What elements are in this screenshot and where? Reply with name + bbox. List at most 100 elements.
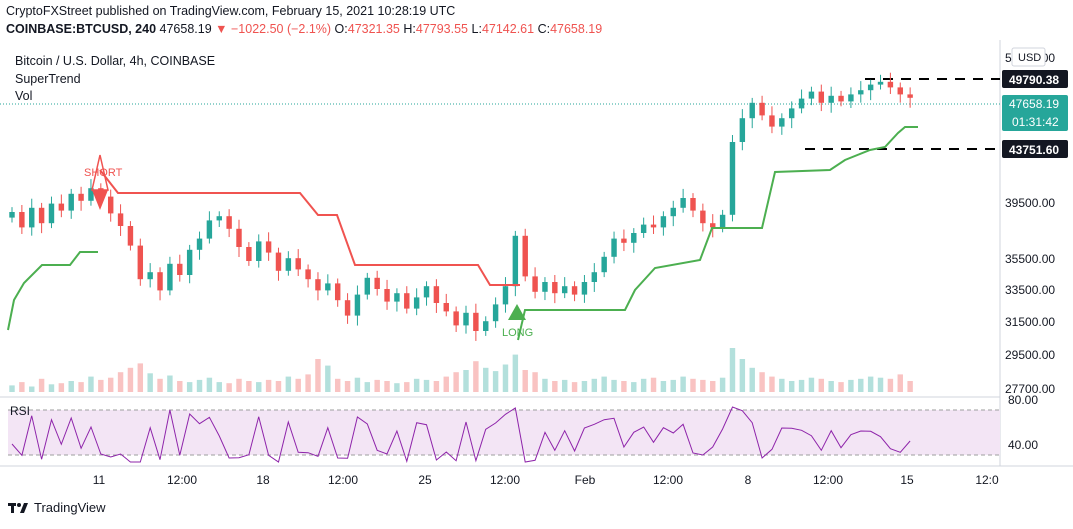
candle-body	[591, 272, 598, 282]
candle-body	[177, 263, 183, 275]
countdown-label: 01:31:42	[1012, 115, 1059, 129]
volume-bar	[690, 378, 696, 392]
time-tick-label: 11	[93, 473, 106, 487]
candle-body	[117, 213, 124, 226]
candle-body	[660, 216, 667, 228]
rsi-tick-label: 80.00	[1008, 393, 1038, 407]
candle-body	[453, 311, 459, 326]
candle-body	[808, 91, 815, 99]
volume-bar	[344, 381, 351, 392]
volume-bar	[739, 359, 746, 392]
candle-body	[443, 303, 449, 312]
volume-bar	[571, 382, 578, 392]
volume-bar	[808, 377, 815, 392]
candle-body	[344, 300, 351, 316]
time-tick-label: 8	[745, 473, 752, 487]
candle-body	[640, 224, 647, 233]
volume-bar	[137, 363, 144, 392]
candle-body	[423, 286, 430, 298]
time-tick-label: 18	[256, 473, 270, 487]
candle-body	[275, 252, 282, 271]
candle-body	[246, 247, 252, 261]
candle-body	[394, 293, 400, 302]
candle-body	[295, 258, 301, 270]
candle-body	[739, 118, 746, 142]
candle-body	[226, 216, 232, 229]
tradingview-footer[interactable]: TradingView	[8, 500, 106, 515]
volume-bar	[186, 382, 193, 392]
volume-bar	[88, 376, 94, 392]
volume-bar	[877, 377, 884, 392]
long-arrow-icon	[508, 304, 526, 320]
volume-bar	[394, 383, 400, 392]
candle-body	[127, 226, 134, 246]
volume-bar	[463, 370, 469, 392]
candle-body	[552, 282, 558, 294]
candle-body	[206, 220, 213, 239]
candle-body	[611, 238, 617, 257]
volume-bar	[433, 381, 440, 392]
volume-bar	[246, 381, 252, 392]
resistance-price-tag	[1002, 70, 1068, 88]
candle-body	[838, 95, 844, 102]
volume-bar	[502, 364, 509, 392]
volume-bar	[325, 365, 331, 392]
change-text: ▼ −1022.50 (−2.1%)	[215, 22, 332, 36]
rsi-line	[11, 406, 911, 464]
symbol-text: COINBASE:BTCUSD, 240	[6, 22, 157, 36]
candle-body	[68, 193, 74, 211]
long-label: LONG	[502, 327, 533, 339]
candle-body	[700, 210, 706, 224]
candle-body	[19, 212, 25, 228]
volume-bar	[236, 378, 242, 392]
volume-bar	[305, 374, 311, 392]
volume-bar	[226, 383, 232, 392]
supertrend-legend[interactable]: SuperTrend	[15, 72, 81, 86]
volume-bar	[700, 379, 706, 392]
candle-body	[631, 233, 637, 243]
candle-body	[364, 277, 371, 295]
candle-body	[581, 282, 588, 295]
volume-bar	[107, 377, 114, 392]
candle-body	[571, 286, 578, 295]
candle-body	[137, 245, 144, 280]
volume-bar	[542, 378, 548, 392]
candle-body	[897, 87, 903, 95]
volume-bar	[788, 381, 795, 392]
candle-body	[788, 108, 795, 119]
volume-bar	[838, 382, 844, 392]
volume-bar	[295, 378, 301, 392]
chart-title[interactable]: Bitcoin / U.S. Dollar, 4h, COINBASE	[15, 54, 216, 68]
time-tick-label: Feb	[575, 473, 596, 487]
high-label: H:	[403, 22, 416, 36]
volume-bar	[858, 378, 864, 392]
candle-body	[413, 297, 420, 309]
volume-bar	[561, 379, 568, 392]
time-tick-label: 12:00	[813, 473, 843, 487]
price-tick-label: 33500.00	[1005, 283, 1055, 297]
candle-body	[818, 91, 825, 103]
short-label: SHORT	[84, 167, 123, 179]
volume-bar	[621, 381, 627, 392]
volume-bar	[769, 376, 775, 392]
volume-bar	[68, 381, 74, 392]
volume-bar	[453, 372, 459, 392]
volume-legend[interactable]: Vol	[15, 89, 33, 103]
volume-bar	[374, 379, 380, 392]
supertrend-up-line	[7, 251, 98, 331]
volume-bar	[710, 381, 716, 392]
last-price-tag	[1002, 95, 1068, 131]
candle-body	[315, 279, 321, 291]
candle-body	[305, 269, 311, 280]
candle-body	[798, 98, 805, 109]
rsi-label: RSI	[10, 404, 30, 418]
volume-bar	[848, 379, 854, 392]
volume-bar	[265, 379, 272, 392]
candle-body	[542, 282, 548, 292]
candle-body	[167, 263, 173, 291]
volume-bar	[9, 385, 15, 392]
candle-body	[759, 102, 765, 116]
candle-body	[147, 272, 153, 280]
volume-bar	[897, 374, 903, 392]
